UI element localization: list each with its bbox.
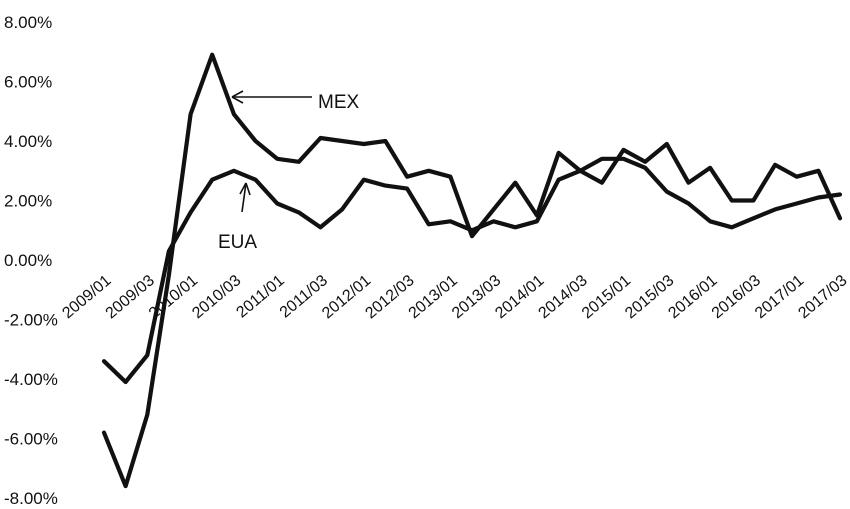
annotation-layer: MEX EUA <box>218 90 360 253</box>
x-tick-label: 2010/03 <box>189 272 244 322</box>
mex-arrow-head <box>231 90 244 104</box>
y-axis-labels: 8.00% 6.00% 4.00% 2.00% 0.00% -2.00% -4.00% -6.… <box>4 13 58 508</box>
eua-annotation-label: EUA <box>218 232 257 253</box>
y-tick-label: 6.00% <box>4 73 52 92</box>
y-tick-label: 4.00% <box>4 132 52 151</box>
eua-arrow-head <box>239 182 251 196</box>
series-line-mex <box>101 52 843 489</box>
series-line-eua <box>101 156 843 385</box>
x-tick-label: 2017/03 <box>795 272 850 322</box>
y-tick-label: -4.00% <box>4 370 58 389</box>
x-axis-labels: 2009/012009/032010/012010/032011/012011/… <box>59 272 850 322</box>
series-layer <box>101 52 843 489</box>
y-tick-label: -8.00% <box>4 489 58 508</box>
x-tick-label: 2011/01 <box>233 272 287 322</box>
y-tick-label: 0.00% <box>4 251 52 270</box>
eua-annotation-arrow <box>241 182 247 213</box>
y-tick-label: 2.00% <box>4 192 52 211</box>
y-tick-label: -2.00% <box>4 311 58 330</box>
y-tick-label: 8.00% <box>4 13 52 32</box>
y-tick-label: -6.00% <box>4 430 58 449</box>
mex-annotation-label: MEX <box>318 92 360 113</box>
